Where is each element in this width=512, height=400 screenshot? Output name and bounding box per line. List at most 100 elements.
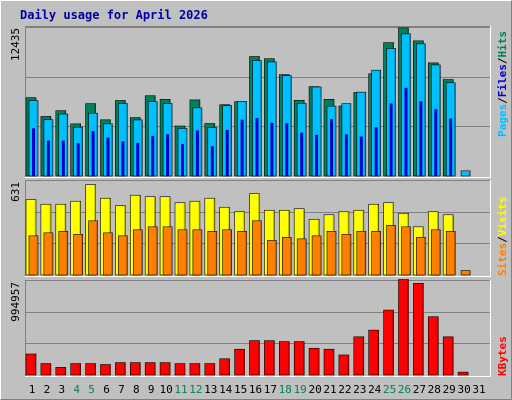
- x-tick-label-day-14: 14: [219, 383, 233, 396]
- pages-bar-day-2: [46, 140, 50, 176]
- x-tick-label-day-3: 3: [58, 383, 65, 396]
- pages-bar-day-18: [285, 123, 289, 176]
- x-tick-label-day-8: 8: [133, 383, 140, 396]
- pages-bar-day-16: [255, 118, 259, 176]
- x-tick-label-day-31: 31: [472, 383, 485, 396]
- kbytes-bar-day-20: [308, 347, 320, 376]
- x-tick-label-day-23: 23: [353, 383, 366, 396]
- pages-bar-day-3: [61, 140, 65, 176]
- sites-bar-day-5: [88, 220, 98, 276]
- kbytes-bar-day-24: [368, 329, 380, 376]
- x-axis-labels: 1 2 3 4 5 6 7 8 9 10 11 12 13 14 15 16 17 18 19 20 21 22 23 24 2…: [29, 383, 486, 396]
- kbytes-bar-day-17: [264, 340, 275, 376]
- kbytes-bar-day-12: [189, 363, 201, 376]
- kbytes-bar-day-13: [204, 363, 216, 376]
- sites-bar-day-16: [252, 220, 262, 276]
- kbytes-bar-day-6: [100, 364, 111, 376]
- x-tick-label-day-13: 13: [204, 383, 217, 396]
- sites-bar-day-3: [58, 231, 69, 276]
- visits-panel: [25, 180, 491, 277]
- x-tick-label-day-28: 28: [428, 383, 441, 396]
- sites-bar-day-14: [222, 229, 232, 276]
- sites-bar-day-21: [326, 231, 337, 276]
- sites-bar-day-11: [177, 229, 188, 276]
- x-tick-label-day-4: 4: [73, 383, 80, 396]
- x-tick-label-day-10: 10: [159, 383, 172, 396]
- sites-bar-day-8: [133, 229, 143, 276]
- x-tick-label-day-1: 1: [29, 383, 36, 396]
- x-tick-label-day-24: 24: [368, 383, 382, 396]
- x-tick-label-day-26: 26: [398, 383, 411, 396]
- visits-side-labels: Sites/Visits: [496, 197, 509, 277]
- pages-bar-day-27: [419, 101, 423, 176]
- sites-bar-day-20: [311, 235, 322, 276]
- x-tick-label-day-15: 15: [234, 383, 247, 396]
- visits-side-label: Visits: [496, 197, 509, 237]
- kbytes-bar-day-5: [85, 363, 96, 376]
- pages-bar-day-26: [404, 87, 408, 176]
- sites-bar-day-25: [386, 225, 396, 276]
- x-tick-label-day-30: 30: [457, 383, 470, 396]
- kbytes-bar-day-26: [398, 279, 409, 376]
- sites-bar-day-1: [28, 235, 39, 276]
- x-tick-label-day-29: 29: [443, 383, 456, 396]
- pages-bar-day-14: [225, 129, 229, 176]
- pages-bar-day-8: [136, 142, 140, 176]
- x-tick-label-day-5: 5: [88, 383, 95, 396]
- x-tick-label-day-20: 20: [308, 383, 321, 396]
- pages-bar-day-29: [449, 118, 453, 176]
- sites-bar-day-29: [445, 231, 456, 276]
- sites-bar-day-6: [103, 232, 113, 276]
- pages-bar-day-24: [374, 127, 378, 176]
- sites-bar-day-15: [237, 231, 247, 276]
- x-tick-label-day-7: 7: [118, 383, 125, 396]
- kbytes-bar-day-30: [457, 371, 469, 376]
- sites-bar-day-30: [460, 270, 471, 276]
- kbytes-bar-day-25: [383, 309, 394, 376]
- files-side-label: Files: [496, 64, 509, 97]
- kbytes-bar-day-4: [70, 363, 81, 376]
- kbytes-bar-day-22: [338, 354, 350, 376]
- kbytes-bar-day-15: [234, 348, 245, 376]
- pages-bar-day-10: [166, 134, 170, 176]
- pages-bar-day-13: [210, 146, 214, 176]
- sites-bar-day-26: [401, 226, 411, 276]
- kbytes-bar-day-14: [219, 358, 230, 376]
- kbytes-panel: [25, 279, 491, 377]
- kbytes-bar-day-3: [55, 367, 67, 376]
- pages-bar-day-9: [151, 135, 155, 176]
- pages-bar-day-1: [32, 128, 35, 176]
- kbytes-bar-day-9: [144, 362, 156, 376]
- kbytes-bar-day-28: [427, 316, 439, 376]
- kbytes-bar-day-11: [174, 363, 186, 376]
- x-tick-label-day-25: 25: [383, 383, 396, 396]
- kbytes-bar-day-1: [25, 353, 37, 376]
- hits-ymax-label: 12435: [9, 28, 22, 61]
- hits-panel: [25, 26, 491, 178]
- x-tick-label-day-11: 11: [174, 383, 187, 396]
- x-tick-label-day-22: 22: [338, 383, 351, 396]
- kbytes-bar-day-27: [413, 283, 424, 376]
- pages-bar-day-28: [434, 109, 438, 176]
- sites-bar-day-23: [356, 231, 367, 276]
- kbytes-side-label: KBytes: [496, 336, 509, 376]
- pages-bar-day-25: [389, 103, 393, 176]
- x-tick-label-day-17: 17: [264, 383, 277, 396]
- sites-bar-day-28: [430, 229, 441, 276]
- pages-bar-day-12: [195, 130, 199, 176]
- sites-bar-day-22: [341, 234, 352, 276]
- sites-bar-day-7: [118, 235, 128, 276]
- files-bar-day-30: [460, 170, 471, 177]
- kbytes-bar-day-21: [323, 348, 335, 376]
- pages-bar-day-7: [121, 141, 125, 176]
- pages-bar-day-5: [91, 131, 95, 176]
- visits-ymax-label: 631: [9, 182, 22, 202]
- sites-bar-day-9: [147, 226, 158, 276]
- pages-bar-day-11: [181, 144, 184, 176]
- kbytes-bar-day-8: [130, 362, 141, 376]
- kbytes-bar-day-18: [278, 341, 290, 376]
- x-tick-label-day-18: 18: [279, 383, 292, 396]
- sites-bar-day-27: [416, 237, 426, 276]
- kbytes-ymax-label: 994957: [9, 282, 22, 322]
